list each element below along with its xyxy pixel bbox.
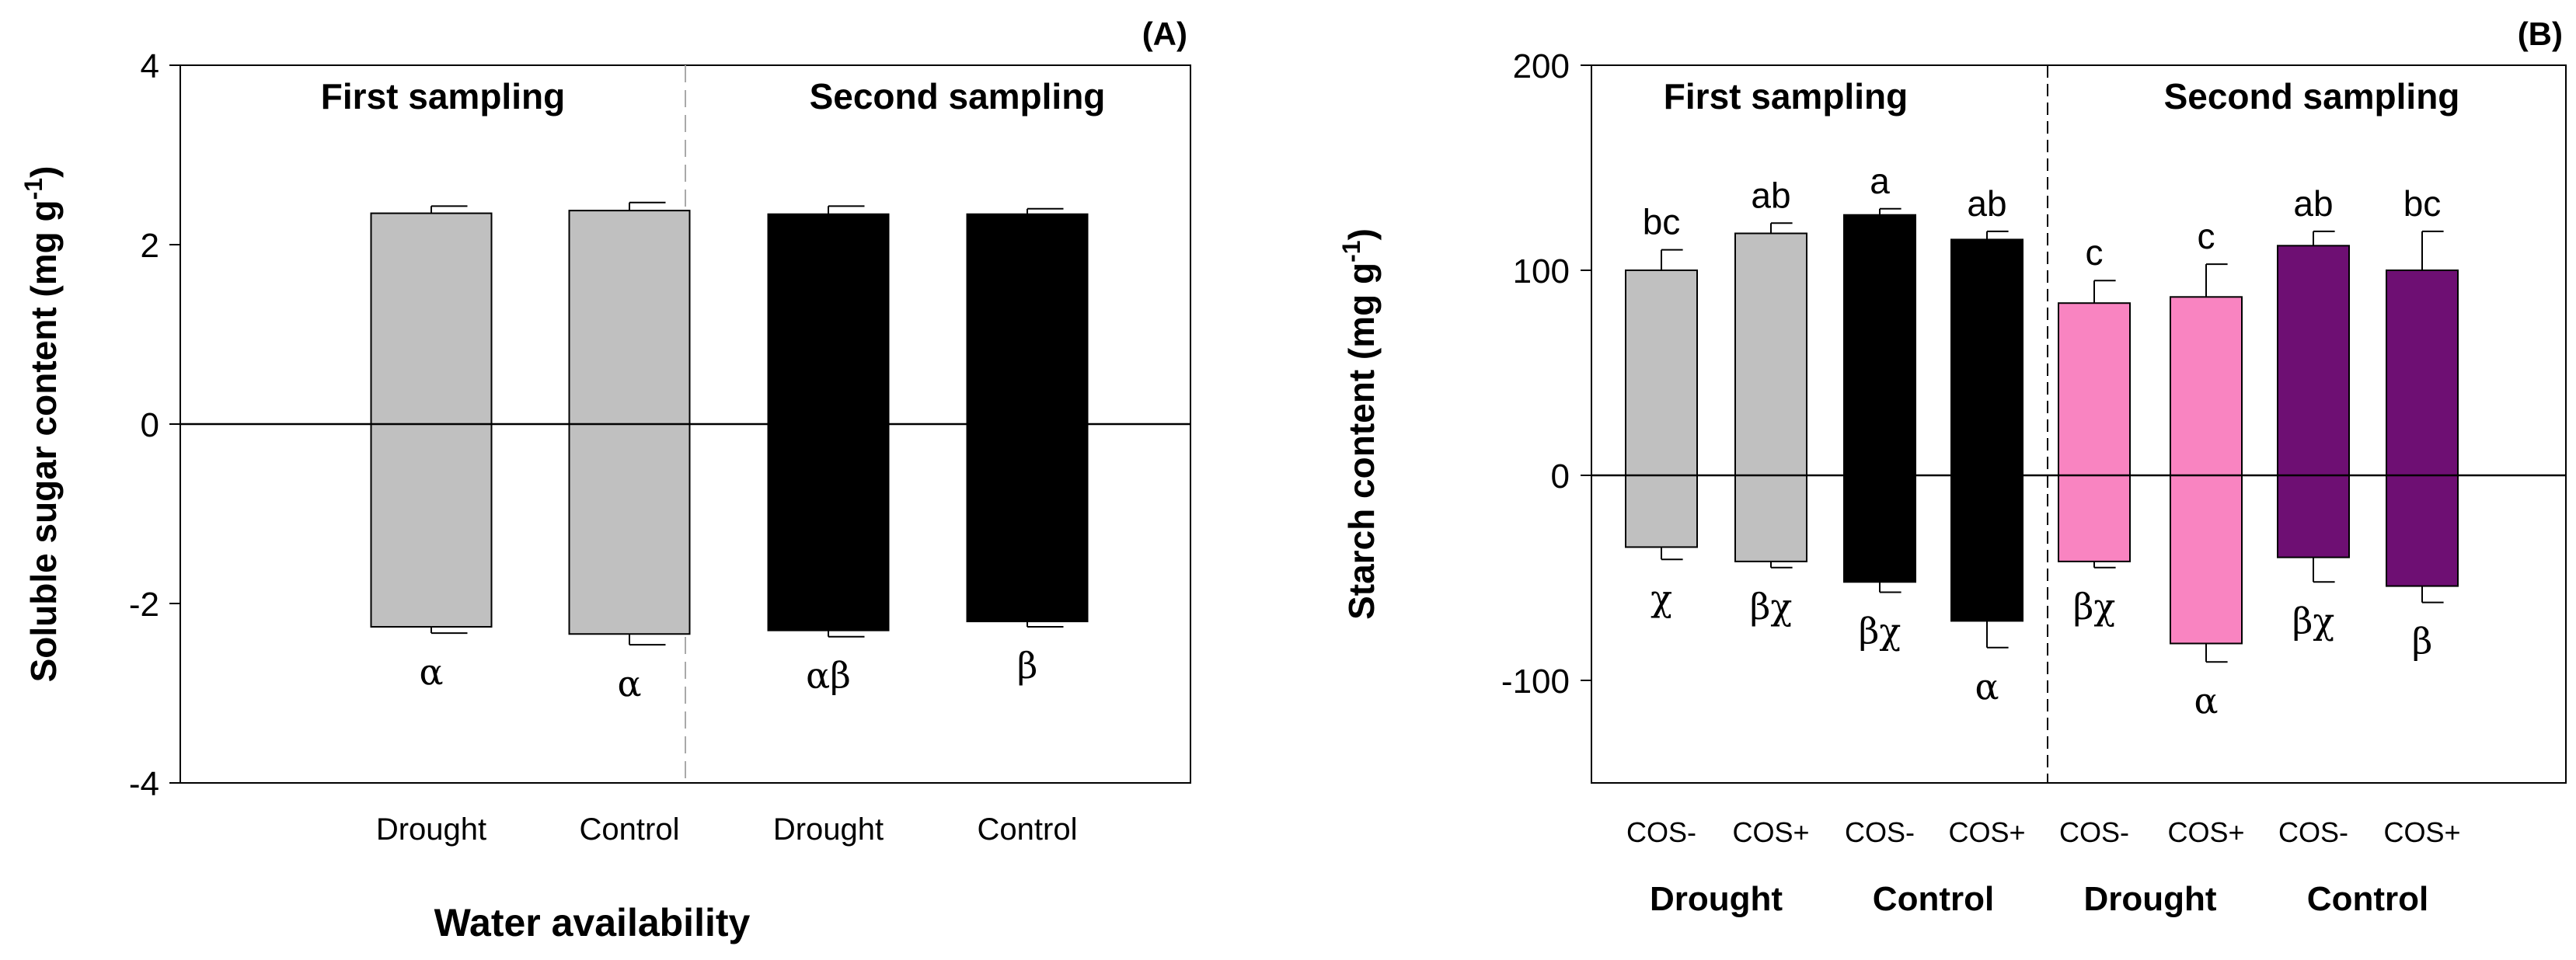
panel-b-bar-positive	[2386, 270, 2459, 476]
panel-b-bar-positive	[1625, 270, 1698, 476]
panel-b-bar-negative	[1734, 475, 1807, 562]
panel-a-y-tick-label: -2	[129, 586, 159, 624]
panel-a-bar-negative	[966, 423, 1089, 623]
panel-a-bar-negative	[568, 423, 691, 635]
panel-b-y-axis-label-sup: -1	[1337, 240, 1365, 262]
panel-a-bar-positive	[966, 213, 1089, 425]
panel-b-plot-frame	[1591, 64, 2567, 784]
panel-b-y-tick-label: 100	[1513, 252, 1570, 290]
panel-b-treatment-label: Control	[1873, 880, 1994, 918]
panel-b-significance-letter: bc	[1643, 202, 1681, 242]
panel-b-significance-letter: bc	[2403, 183, 2442, 224]
panel-b-y-axis-label-close: )	[1341, 228, 1382, 240]
panel-a-y-axis-label-text: Soluble sugar content (mg g	[23, 200, 64, 682]
panel-b-treatment-label: Drought	[2083, 880, 2216, 918]
panel-b-category-label: COS-	[1845, 816, 1915, 848]
panel-b-y-tick-label: -100	[1501, 663, 1570, 701]
panel-a-group-label: First sampling	[321, 76, 565, 117]
panel-b-y-tick-label: 200	[1513, 47, 1570, 85]
panel-a-category-label: Control	[978, 812, 1078, 847]
panel-a-bar-positive	[568, 210, 691, 425]
panel-b-bar-negative	[1843, 475, 1916, 583]
panel-b-significance-letter: a	[1870, 161, 1890, 201]
panel-b-category-label: COS-	[2059, 816, 2129, 848]
panel-a-y-axis-label: Soluble sugar content (mg g-1)	[19, 166, 64, 683]
panel-b-bar-positive	[1734, 232, 1807, 476]
panel-a-category-label: Control	[580, 812, 680, 847]
panel-a-category-label: Drought	[376, 812, 486, 847]
panel-b-category-label: COS+	[1732, 816, 1809, 848]
panel-b-treatment-label: Drought	[1650, 880, 1783, 918]
panel-a-significance-greek-letter: αβ	[806, 655, 851, 697]
panel-a-y-tick-label: -4	[129, 765, 159, 803]
panel-b-significance-greek-letter: βχ	[2292, 600, 2334, 642]
panel-b-significance-greek-letter: χ	[1651, 577, 1672, 619]
panel-a-significance-greek-letter: β	[1017, 645, 1038, 687]
panel-b-significance-greek-letter: β	[2412, 621, 2433, 663]
panel-b-bar-positive	[2277, 245, 2350, 476]
panel-b-bar-negative	[2170, 475, 2243, 645]
panel-b-significance-greek-letter: α	[2194, 680, 2218, 722]
panel-b-bar-positive	[1843, 214, 1916, 476]
panel-b-chart: -100 0 100 200 Starch content (mg g-1) (B) Fir…	[1337, 16, 2567, 918]
panel-b-bar-negative	[2058, 475, 2131, 562]
panel-b-significance-letter: c	[2086, 232, 2104, 273]
panel-a-bar-positive	[767, 213, 890, 425]
panel-b-significance-greek-letter: α	[1975, 666, 1999, 708]
panel-a-panel-label: (A)	[1142, 16, 1187, 52]
panel-b-significance-greek-letter: βχ	[1859, 610, 1901, 652]
panel-b-group-label: First sampling	[1664, 76, 1908, 117]
panel-a-y-axis-label-close: )	[23, 166, 64, 178]
panel-a-bar-positive	[370, 212, 493, 425]
panel-a-y-tick-label: 0	[141, 406, 159, 444]
panel-b-group-label: Second sampling	[2164, 76, 2460, 117]
panel-a-bar-negative	[370, 423, 493, 628]
panel-a-chart: -4 -2 0 2 4 Soluble sugar content (mg g-1) (A)…	[19, 16, 1191, 944]
panel-a-significance-greek-letter: α	[419, 651, 443, 693]
panel-b-significance-letter: ab	[1751, 175, 1790, 215]
panel-b-bar-negative	[2277, 475, 2350, 558]
panel-b-panel-label: (B)	[2518, 16, 2563, 52]
panel-b-bar-positive	[2170, 296, 2243, 476]
panel-b-bar-positive	[1950, 238, 2024, 476]
panel-b-y-axis-label-text: Starch content (mg g	[1341, 263, 1382, 620]
panel-a-group-label: Second sampling	[810, 76, 1106, 117]
panel-b-category-label: COS-	[1626, 816, 1696, 848]
panel-b-significance-letter: ab	[1967, 183, 2006, 224]
panel-a-significance-greek-letter: α	[617, 663, 641, 704]
panel-b-treatment-label: Control	[2307, 880, 2428, 918]
panel-a-x-axis-label: Water availability	[434, 901, 751, 944]
panel-b-category-label: COS-	[2278, 816, 2348, 848]
panel-b-category-label: COS+	[2167, 816, 2244, 848]
panel-b-significance-greek-letter: βχ	[2073, 586, 2115, 628]
panel-b-bar-negative	[1950, 475, 2024, 622]
panel-b-category-label: COS+	[2383, 816, 2460, 848]
panel-b-category-label: COS+	[1948, 816, 2025, 848]
panel-b-bar-positive	[2058, 302, 2131, 476]
panel-b-y-axis-label: Starch content (mg g-1)	[1337, 228, 1382, 620]
panel-a-category-label: Drought	[773, 812, 884, 847]
panel-a-bar-negative	[767, 423, 890, 631]
panel-a-y-tick-label: 2	[141, 227, 159, 265]
panel-b-significance-letter: c	[2198, 216, 2215, 256]
panel-b-significance-greek-letter: βχ	[1750, 586, 1792, 628]
panel-a-y-axis-label-sup: -1	[19, 178, 47, 200]
panel-b-significance-letter: ab	[2293, 183, 2333, 224]
panel-b-bar-negative	[2386, 475, 2459, 587]
panel-b-y-tick-label: 0	[1551, 457, 1570, 496]
panel-b-bar-negative	[1625, 475, 1698, 548]
panel-a-y-tick-label: 4	[141, 47, 159, 85]
